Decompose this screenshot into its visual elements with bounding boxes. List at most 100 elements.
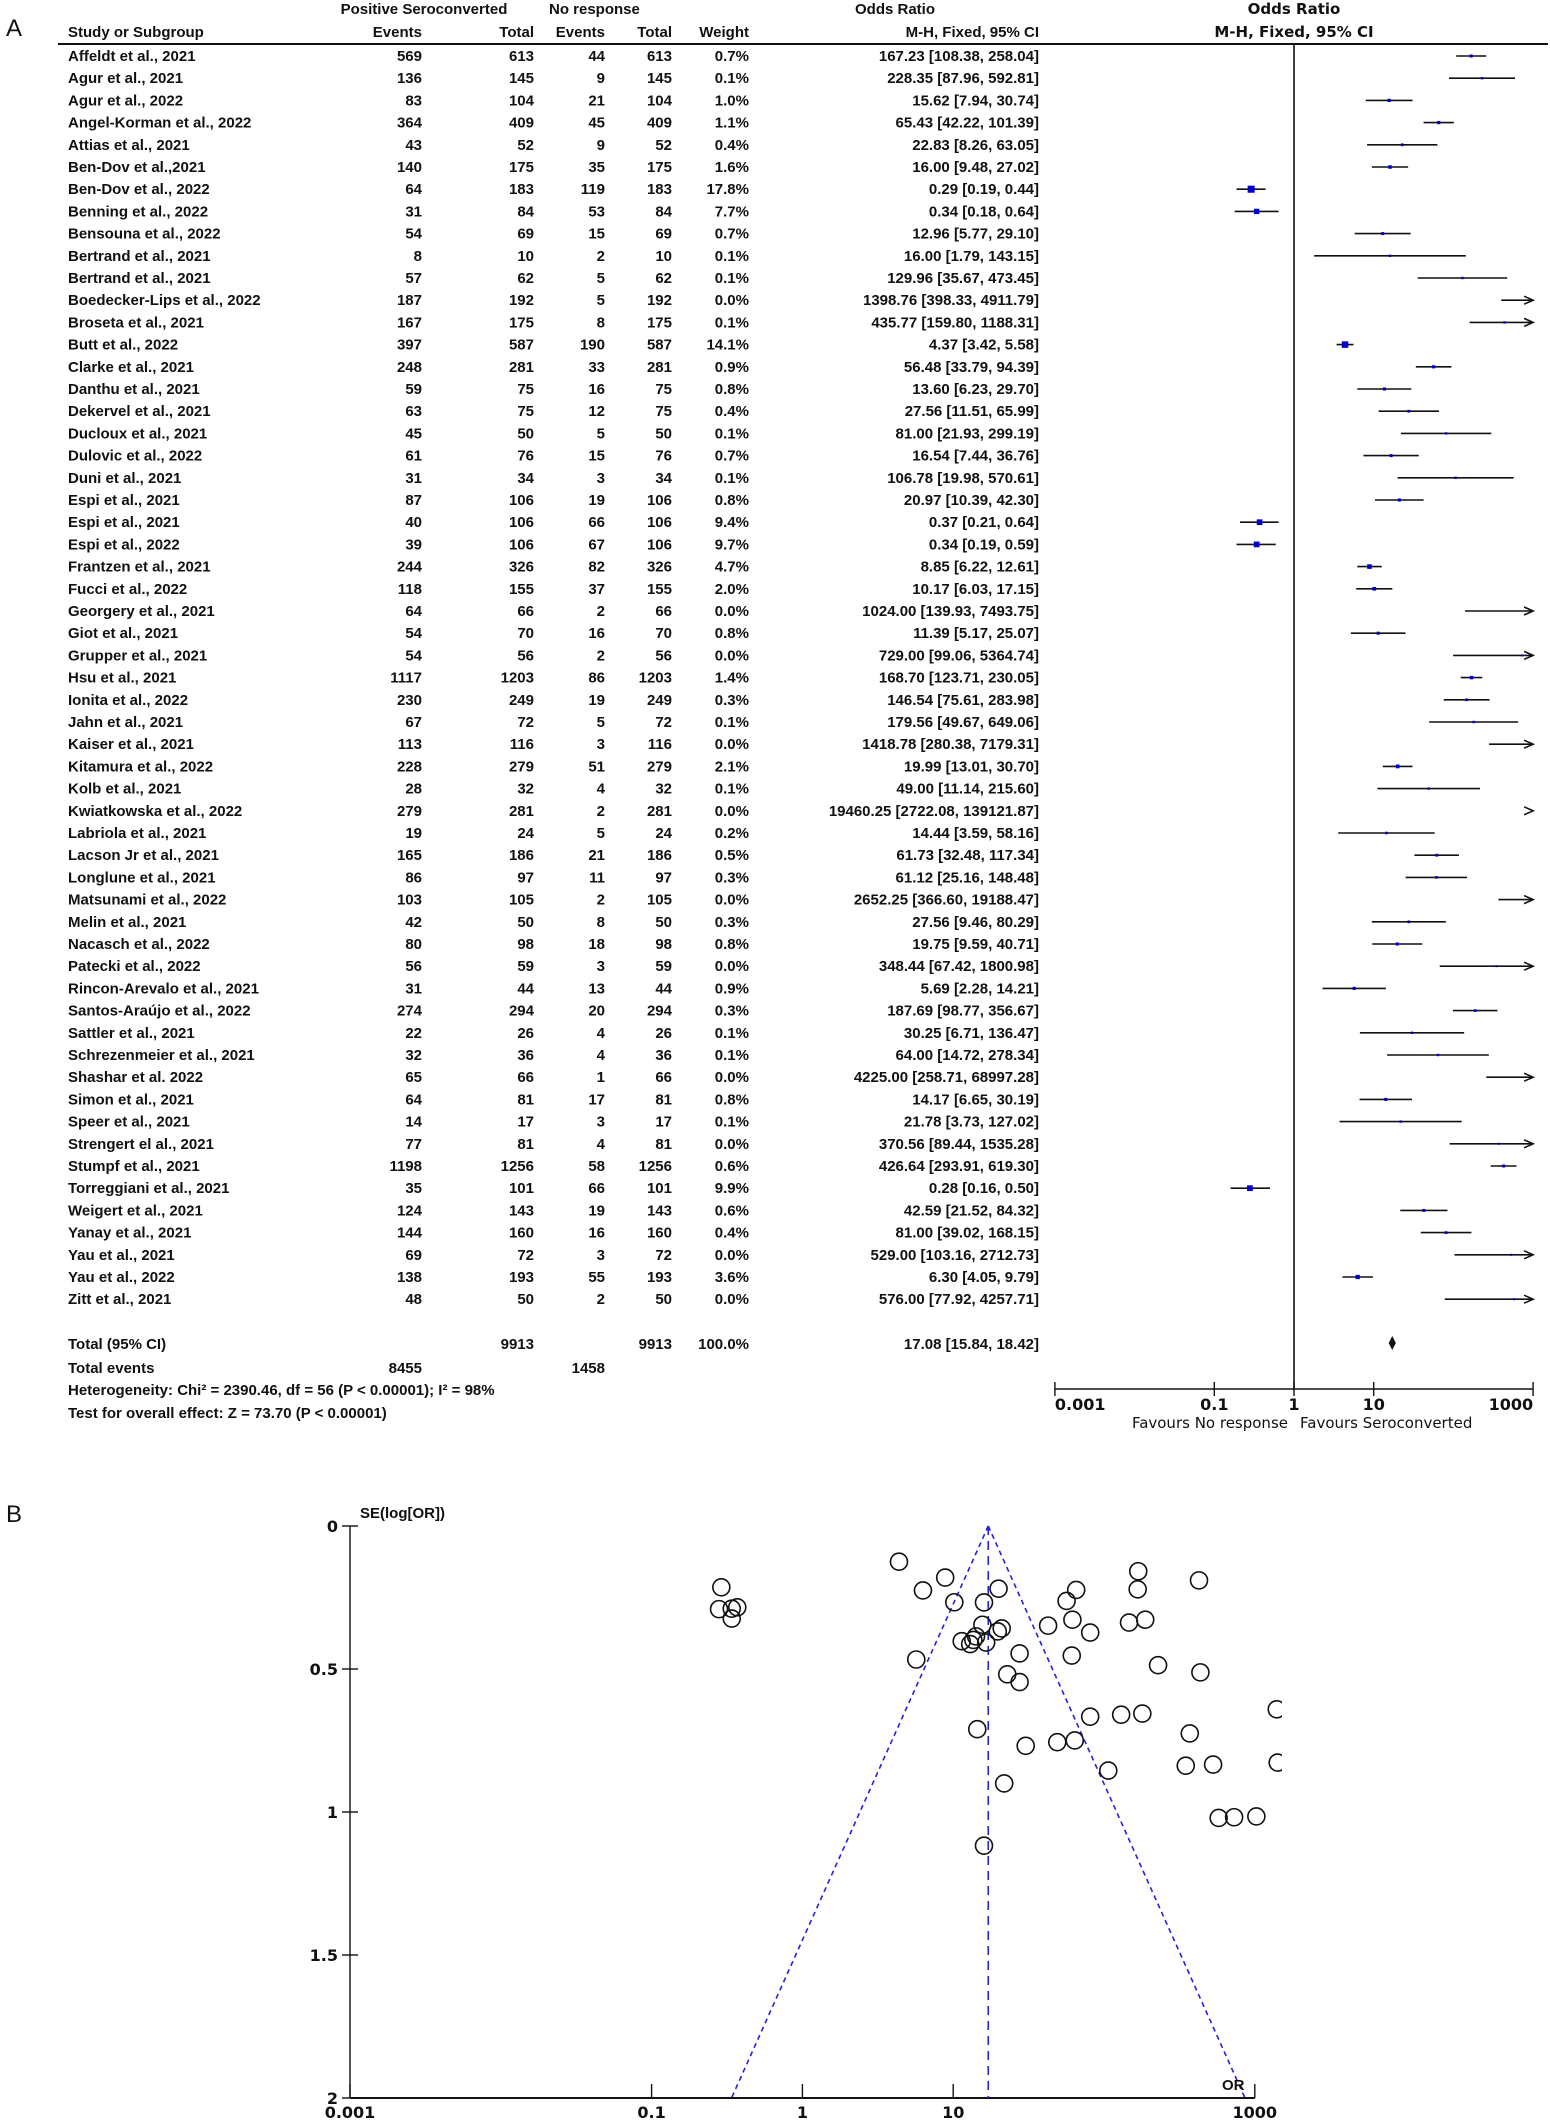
funnel-point [1267, 1699, 1282, 1719]
or-ci-cell: 16.54 [7.44, 36.76] [912, 448, 1039, 465]
study-name: Danthu et al., 2021 [68, 381, 200, 398]
funnel-x-tick-label: 10 [942, 2103, 964, 2122]
funnel-point [1135, 1610, 1155, 1629]
ci-arrow [1523, 961, 1536, 971]
events2-cell: 1 [597, 1069, 605, 1086]
events2-cell: 4 [597, 781, 606, 798]
weight-cell: 0.8% [715, 381, 749, 398]
funnel-point [1063, 1610, 1082, 1630]
table-row: Schrezenmeier et al., 2021 32 36 4 36 0.1% 64.… [68, 1047, 1039, 1064]
total2-cell: 50 [655, 1291, 672, 1308]
or-ci-cell: 729.00 [99.06, 5364.74] [879, 647, 1039, 664]
funnel-point [722, 1609, 742, 1628]
study-square [1422, 1208, 1426, 1212]
total2-cell: 160 [647, 1225, 672, 1242]
events2-cell: 58 [588, 1158, 605, 1175]
weight-cell: 0.9% [715, 359, 749, 376]
weight-cell: 0.6% [715, 1202, 749, 1219]
study-name: Georgery et al., 2021 [68, 603, 215, 620]
total2-cell: 192 [647, 292, 672, 309]
table-row: Rincon-Arevalo et al., 2021 31 44 13 44 0.9% 5… [68, 980, 1039, 997]
events1-cell: 45 [405, 425, 422, 442]
events2-cell: 44 [588, 48, 605, 65]
study-square [1472, 720, 1475, 724]
study-square [1502, 1164, 1506, 1168]
study-name: Fucci et al., 2022 [68, 581, 187, 598]
funnel-point [1203, 1755, 1223, 1774]
events2-cell: 16 [588, 1225, 605, 1242]
col-total1: Total [499, 24, 534, 41]
events1-cell: 64 [405, 181, 422, 198]
total2-cell: 69 [655, 226, 672, 243]
or-ci-cell: 11.39 [5.17, 25.07] [913, 625, 1039, 642]
study-square [1372, 586, 1377, 591]
weight-cell: 0.4% [715, 137, 749, 154]
total2-cell: 56 [655, 647, 672, 664]
events1-cell: 8 [414, 248, 422, 265]
events1-cell: 113 [398, 736, 422, 753]
total2-cell: 294 [647, 1003, 673, 1020]
table-row: Nacasch et al., 2022 80 98 18 98 0.8% 19.75 [9… [68, 936, 1039, 953]
weight-cell: 0.1% [715, 470, 749, 487]
study-square [1388, 165, 1392, 169]
weight-cell: 0.3% [715, 1003, 749, 1020]
study-name: Labriola et al., 2021 [68, 825, 206, 842]
or-ci-cell: 4225.00 [258.71, 68997.28] [854, 1069, 1039, 1086]
table-row: Espi et al., 2021 87 106 19 106 0.8% 20.97 [10… [68, 492, 1039, 509]
events2-cell: 2 [597, 803, 605, 820]
study-name: Weigert et al., 2021 [68, 1202, 203, 1219]
total1-cell: 409 [509, 115, 534, 132]
study-square [1469, 675, 1474, 680]
total1-cell: 183 [509, 181, 534, 198]
study-name: Kolb et al., 2021 [68, 781, 181, 798]
funnel-point [1065, 1731, 1085, 1750]
forest-x-tick-label: 1 [1288, 1395, 1299, 1414]
total1-cell: 72 [517, 714, 534, 731]
study-square [1427, 787, 1430, 790]
events2-cell: 4 [597, 1047, 606, 1064]
study-name: Stumpf et al., 2021 [68, 1158, 200, 1175]
total1-cell: 145 [509, 70, 534, 87]
events1-cell: 54 [405, 226, 422, 243]
table-row: Frantzen et al., 2021 244 326 82 326 4.7% 8.85… [68, 559, 1039, 576]
events2-cell: 2 [597, 647, 605, 664]
study-name: Agur et al., 2021 [68, 70, 183, 87]
table-row: Weigert et al., 2021 124 143 19 143 0.6% 42.59… [68, 1202, 1039, 1219]
events2-cell: 2 [597, 892, 605, 909]
total2-cell: 26 [655, 1025, 672, 1042]
or-ci-cell: 179.56 [49.67, 649.06] [887, 714, 1039, 731]
weight-cell: 0.0% [715, 292, 749, 309]
study-name: Dekervel et al., 2021 [68, 403, 211, 420]
weight-cell: 0.1% [715, 1047, 749, 1064]
funnel-point [889, 1552, 909, 1572]
col-events1: Events [373, 24, 422, 41]
funnel-point [1128, 1579, 1147, 1599]
total2-cell: 50 [655, 425, 672, 442]
weight-cell: 0.2% [715, 825, 749, 842]
study-name: Frantzen et al., 2021 [68, 559, 211, 576]
funnel-point [989, 1579, 1008, 1598]
events2-cell: 5 [597, 714, 605, 731]
study-name: Kwiatkowska et al., 2022 [68, 803, 242, 820]
study-name: Butt et al., 2022 [68, 337, 178, 354]
table-row: Lacson Jr et al., 2021 165 186 21 186 0.5% 61.… [68, 847, 1039, 864]
total2-cell: 76 [655, 448, 672, 465]
weight-cell: 0.1% [715, 314, 749, 331]
total2-cell: 98 [655, 936, 672, 953]
table-row: Broseta et al., 2021 167 175 8 175 0.1% 435.77… [68, 314, 1039, 331]
study-square [1384, 1097, 1388, 1101]
study-name: Rincon-Arevalo et al., 2021 [68, 980, 259, 997]
study-name: Yau et al., 2021 [68, 1247, 175, 1264]
events2-cell: 3 [597, 958, 605, 975]
events2-cell: 9 [597, 70, 605, 87]
events1: 8455 [389, 1360, 422, 1377]
events1-cell: 136 [397, 70, 422, 87]
study-square [1465, 698, 1468, 702]
study-name: Bertrand et al., 2021 [68, 270, 211, 287]
study-name: Longlune et al., 2021 [68, 869, 216, 886]
events2-cell: 33 [588, 359, 605, 376]
funnel-point [1080, 1707, 1100, 1726]
total1-cell: 76 [517, 448, 534, 465]
events1-cell: 140 [397, 159, 422, 176]
funnel-point [1128, 1561, 1148, 1581]
